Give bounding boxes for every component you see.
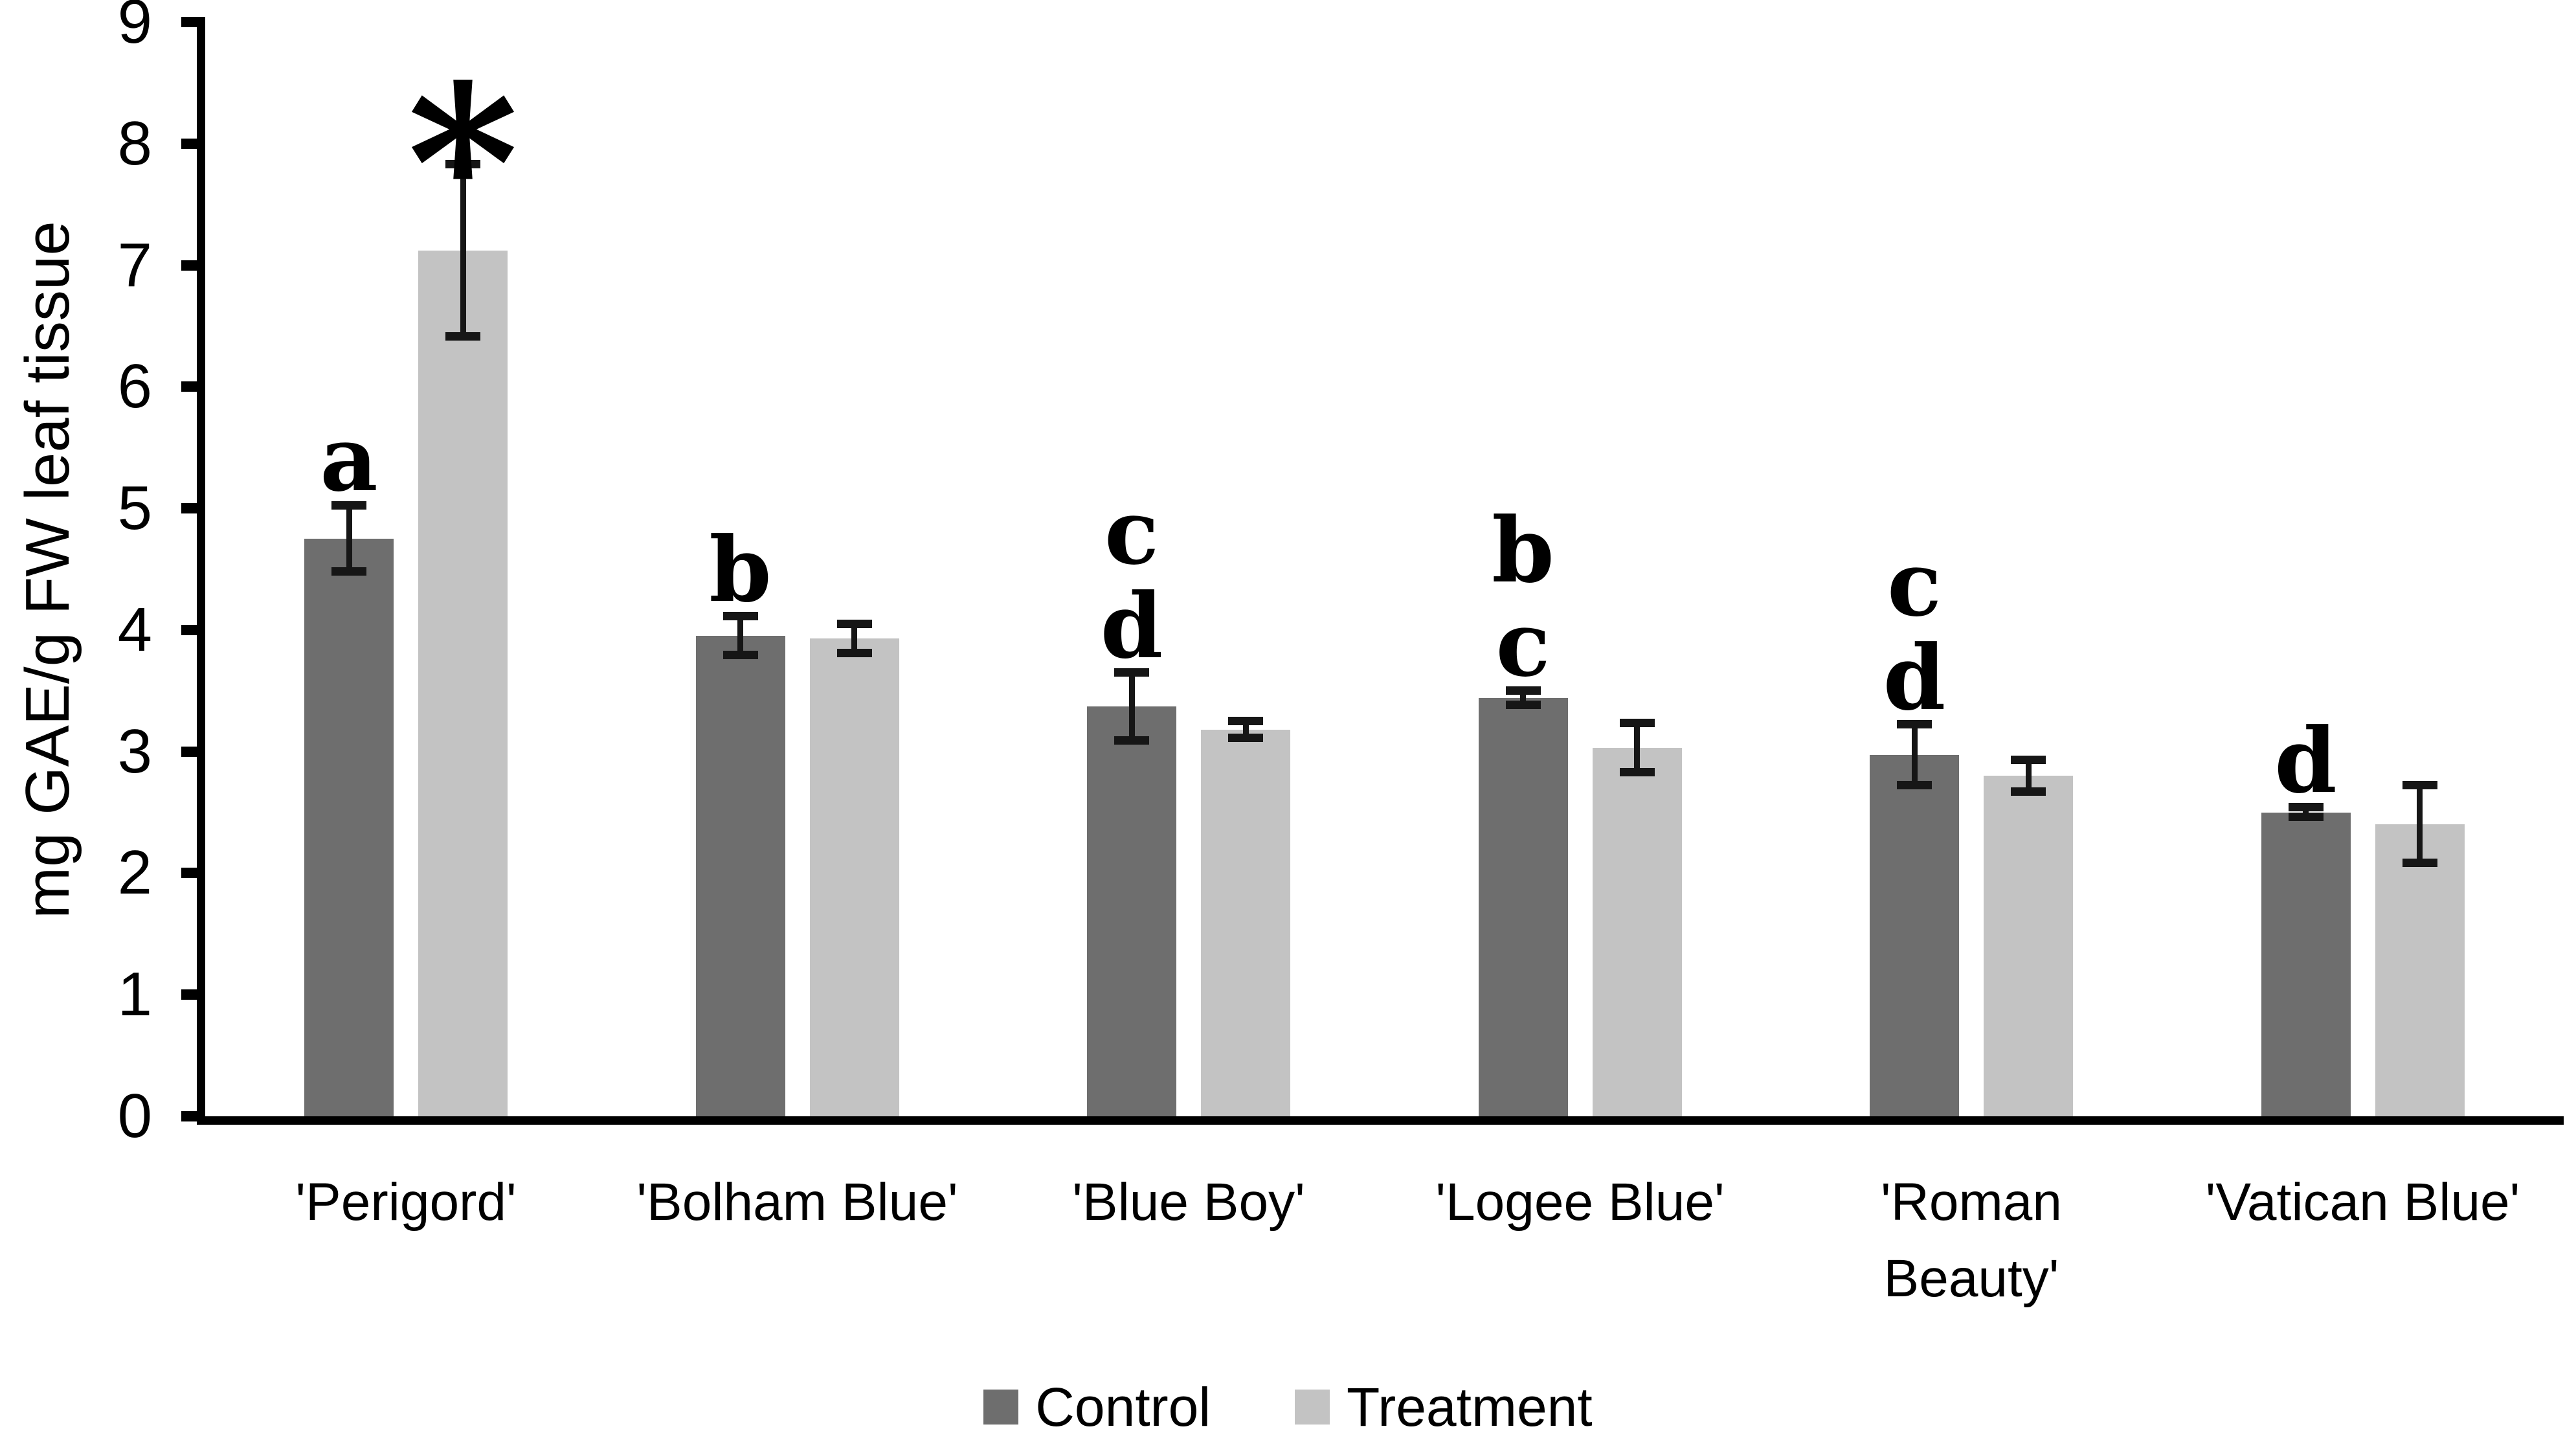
legend-item-treatment: Treatment: [1295, 1380, 1593, 1434]
y-tick-mark-3: [181, 746, 198, 757]
y-tick-label-4: 4: [117, 594, 152, 664]
bar-control-5: [2261, 812, 2351, 1116]
error-bar-line-treatment-1: [851, 624, 857, 653]
y-tick-label-5: 5: [117, 473, 152, 543]
error-bar-cap-bottom-control-2: [1114, 736, 1149, 745]
error-bar-cap-bottom-control-3: [1505, 701, 1541, 710]
error-bar-line-control-0: [346, 506, 352, 572]
error-bar-cap-bottom-control-5: [2288, 813, 2324, 822]
legend-swatch-control: [983, 1390, 1019, 1425]
legend-item-control: Control: [983, 1380, 1211, 1434]
y-tick-label-3: 3: [117, 716, 152, 786]
bar-control-4: [1870, 755, 1959, 1116]
y-tick-label-8: 8: [117, 108, 152, 178]
y-tick-label-9: 9: [117, 0, 152, 56]
error-bar-cap-top-control-4: [1897, 720, 1932, 729]
y-tick-mark-0: [181, 1111, 198, 1121]
error-bar-cap-bottom-treatment-4: [2011, 787, 2046, 796]
legend-label-control: Control: [1035, 1377, 1211, 1437]
bar-treatment-3: [1592, 748, 1682, 1116]
legend-label-treatment: Treatment: [1347, 1377, 1593, 1437]
y-tick-mark-1: [181, 989, 198, 1000]
significance-letters-2: c d: [1100, 479, 1163, 679]
y-tick-mark-4: [181, 624, 198, 635]
error-bar-cap-top-treatment-5: [2402, 781, 2437, 790]
error-bar-cap-top-treatment-0: [445, 159, 480, 168]
significance-star-0: *: [407, 37, 519, 289]
error-bar-line-treatment-2: [1242, 721, 1249, 739]
significance-letters-0: a: [320, 406, 378, 512]
error-bar-cap-bottom-control-0: [331, 567, 366, 576]
error-bar-line-treatment-0: [460, 164, 466, 337]
error-bar-cap-bottom-treatment-0: [445, 332, 480, 341]
plot-area: a b c d b c c d d *: [201, 22, 2564, 1116]
y-tick-mark-9: [181, 17, 198, 27]
error-bar-cap-bottom-treatment-2: [1228, 734, 1263, 743]
legend-swatch-treatment: [1295, 1390, 1330, 1425]
significance-letters-3: b c: [1492, 497, 1554, 697]
error-bar-cap-bottom-treatment-3: [1619, 767, 1655, 776]
significance-letters-4: c d: [1883, 531, 1946, 731]
error-bar-line-control-5: [2303, 807, 2309, 818]
error-bar-cap-top-control-1: [722, 612, 758, 621]
y-tick-label-0: 0: [117, 1081, 152, 1151]
significance-letters-5: d: [2274, 708, 2337, 814]
error-bar-line-control-2: [1128, 672, 1135, 741]
error-bar-cap-bottom-treatment-5: [2402, 859, 2437, 868]
error-bar-cap-top-control-0: [331, 501, 366, 510]
error-bar-line-treatment-4: [2025, 760, 2032, 792]
bar-control-1: [695, 636, 785, 1116]
x-axis-label-1: 'Bolham Blue': [636, 1173, 958, 1232]
x-axis-line: [197, 1116, 2564, 1125]
bar-treatment-2: [1201, 729, 1290, 1116]
x-axis-label-2: 'Blue Boy': [1072, 1173, 1305, 1232]
y-tick-mark-5: [181, 503, 198, 514]
error-bar-cap-top-control-3: [1505, 686, 1541, 695]
x-axis-label-5: 'Vatican Blue': [2205, 1173, 2520, 1232]
error-bar-line-control-3: [1520, 690, 1526, 706]
y-tick-label-1: 1: [117, 960, 152, 1030]
bar-control-3: [1478, 698, 1568, 1116]
y-tick-label-2: 2: [117, 838, 152, 908]
error-bar-cap-top-control-2: [1114, 668, 1149, 677]
bar-control-0: [304, 539, 394, 1116]
y-tick-label-7: 7: [117, 230, 152, 300]
legend: Control Treatment: [0, 1371, 2576, 1443]
error-bar-cap-top-treatment-2: [1228, 716, 1263, 725]
y-tick-mark-7: [181, 260, 198, 271]
x-axis-label-0: 'Perigord': [295, 1173, 517, 1232]
significance-letters-1: b: [709, 517, 772, 623]
error-bar-cap-top-treatment-1: [836, 619, 872, 628]
bar-treatment-5: [2375, 824, 2465, 1116]
bar-treatment-0: [418, 251, 508, 1116]
bar-treatment-4: [1984, 776, 2073, 1116]
error-bar-cap-bottom-treatment-1: [836, 648, 872, 657]
bar-treatment-1: [809, 638, 899, 1116]
error-bar-cap-top-treatment-3: [1619, 719, 1655, 728]
y-tick-label-6: 6: [117, 352, 152, 422]
error-bar-line-control-4: [1911, 725, 1918, 786]
error-bar-line-treatment-5: [2417, 785, 2423, 864]
error-bar-cap-top-treatment-4: [2011, 755, 2046, 764]
y-tick-mark-8: [181, 138, 198, 149]
y-tick-mark-6: [181, 381, 198, 392]
x-axis-label-3: 'Logee Blue': [1435, 1173, 1725, 1232]
y-axis-line: [197, 17, 205, 1125]
bar-control-2: [1087, 706, 1176, 1116]
error-bar-line-control-1: [737, 616, 743, 656]
x-axis-label-4: 'Roman Beauty': [1881, 1173, 2062, 1308]
error-bar-line-treatment-3: [1634, 723, 1640, 772]
error-bar-cap-bottom-control-4: [1897, 781, 1932, 790]
y-tick-mark-2: [181, 868, 198, 879]
error-bar-cap-top-control-5: [2288, 803, 2324, 812]
error-bar-cap-bottom-control-1: [722, 651, 758, 660]
